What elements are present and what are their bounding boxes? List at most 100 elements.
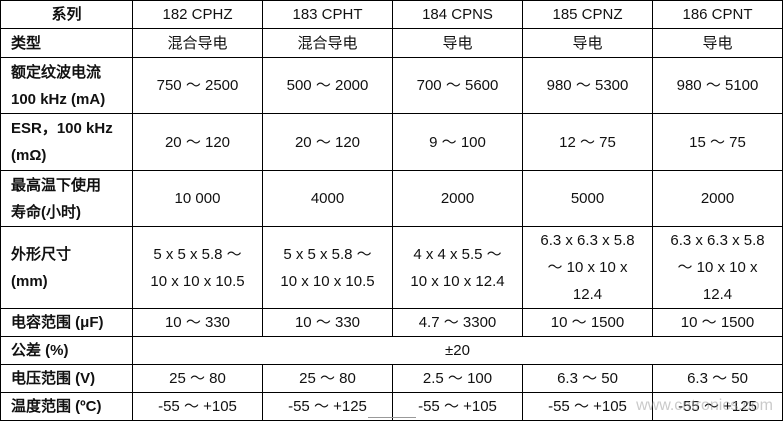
table-cell: 10 ～ 1500	[652, 308, 783, 337]
cell-text: -55 ～ +105	[418, 398, 497, 415]
table-cell: 混合导电	[132, 28, 263, 58]
cell-text: -55 ～ +105	[158, 398, 237, 415]
row-label: 类型	[0, 28, 133, 58]
cell-text: 10 ～ 330	[294, 314, 361, 331]
table-cell: 2.5 ～ 100	[392, 364, 523, 393]
cell-text: 5 x 5 x 5.8 ～	[283, 245, 372, 263]
cell-text: 类型	[11, 34, 42, 52]
cell-text: 6.3 ～ 50	[687, 370, 748, 387]
table-cell: 10 ～ 330	[262, 308, 393, 337]
cell-text: 20 ～ 120	[294, 133, 361, 151]
cell-text: 导电	[572, 34, 603, 52]
cell-text: 184 CPNS	[422, 6, 493, 23]
table-cell: 25 ～ 80	[132, 364, 263, 393]
cell-text: 15 ～ 75	[689, 133, 746, 151]
table-row: 温度范围 (ºC) -55 ～ +105 -55 ～ +125 -55 ～ +105 -…	[0, 392, 783, 421]
table-cell: -55 ～ +105	[522, 392, 653, 421]
header-cell: 系列	[0, 0, 133, 29]
table-cell: 980 ～ 5300	[522, 57, 653, 114]
cell-text: 导电	[442, 34, 473, 52]
header-row: 系列 182 CPHZ 183 CPHT 184 CPNS 185 CPNZ 186 CP…	[0, 0, 783, 29]
table-cell: 25 ～ 80	[262, 364, 393, 393]
header-cell: 186 CPNT	[652, 0, 783, 29]
table-cell: 4000	[262, 170, 393, 227]
cell-text: 电压范围 (V)	[11, 370, 96, 387]
header-cell: 183 CPHT	[262, 0, 393, 29]
table-cell: 10 000	[132, 170, 263, 227]
row-label: 电容范围 (μF)	[0, 308, 133, 337]
rule	[368, 417, 416, 418]
cell-text: 25 ～ 80	[169, 370, 226, 387]
table-cell: 导电	[522, 28, 653, 58]
table-row: 最高温下使用 寿命(小时) 10 000 4000 2000 5000 2000	[0, 170, 783, 227]
cell-text: 混合导电	[167, 34, 228, 52]
row-label: 公差 (%)	[0, 336, 133, 365]
cell-text: 185 CPNZ	[552, 6, 623, 23]
table-row: 额定纹波电流 100 kHz (mA) 750 ～ 2500 500 ～ 2000 70…	[0, 57, 783, 114]
cell-text: ～ 10 x 10 x	[547, 259, 628, 276]
table-cell: -55 ～ +105	[392, 392, 523, 421]
cell-text: 25 ～ 80	[299, 370, 356, 387]
table-cell: 6.3 x 6.3 x 5.8 ～ 10 x 10 x 12.4	[652, 226, 783, 309]
cell-text: 10 ～ 1500	[550, 314, 625, 331]
table-row: 电容范围 (μF) 10 ～ 330 10 ～ 330 4.7 ～ 3300 10 ～ …	[0, 308, 783, 337]
cell-text: 12.4	[572, 286, 603, 303]
cell-text: 5000	[570, 190, 605, 207]
cell-text: 6.3 ～ 50	[557, 370, 618, 387]
table-cell: 750 ～ 2500	[132, 57, 263, 114]
table-cell: 12 ～ 75	[522, 113, 653, 171]
row-label: 最高温下使用 寿命(小时)	[0, 170, 133, 227]
table-cell: 20 ～ 120	[262, 113, 393, 171]
row-label: 电压范围 (V)	[0, 364, 133, 393]
cell-text: 100 kHz (mA)	[11, 90, 106, 108]
cell-text: 额定纹波电流	[11, 63, 102, 81]
cell-text: ～ 10 x 10 x	[677, 259, 758, 276]
cell-text: 6.3 x 6.3 x 5.8	[540, 232, 635, 249]
table-cell: 15 ～ 75	[652, 113, 783, 171]
table-row: 电压范围 (V) 25 ～ 80 25 ～ 80 2.5 ～ 100 6.3 ～ 50 6…	[0, 364, 783, 393]
cell-text: 186 CPNT	[682, 6, 753, 23]
cell-text: 12 ～ 75	[559, 133, 616, 151]
cell-text: 2000	[700, 190, 735, 207]
cell-text: 4000	[310, 190, 345, 207]
cell-text: 980 ～ 5100	[676, 77, 759, 94]
table-row: ESR，100 kHz (mΩ) 20 ～ 120 20 ～ 120 9 ～ 100 12…	[0, 113, 783, 171]
cell-text: 寿命(小时)	[11, 203, 81, 221]
row-label: 温度范围 (ºC)	[0, 392, 133, 421]
cell-text: 电容范围 (μF)	[11, 314, 104, 331]
table-cell: 5000	[522, 170, 653, 227]
cell-text: 10 000	[174, 190, 221, 207]
table-cell: -55 ～ +125	[652, 392, 783, 421]
cell-text: ESR，100 kHz	[11, 120, 113, 137]
table-cell: 2000	[392, 170, 523, 227]
cell-text: 4.7 ～ 3300	[418, 314, 497, 331]
table-cell: 20 ～ 120	[132, 113, 263, 171]
cell-text: (mΩ)	[11, 147, 47, 164]
table-cell: 2000	[652, 170, 783, 227]
cell-text: 导电	[702, 34, 733, 52]
table-cell: 980 ～ 5100	[652, 57, 783, 114]
cell-text: 10 x 10 x 12.4	[410, 272, 505, 290]
table-cell: 5 x 5 x 5.8 ～ 10 x 10 x 10.5	[132, 226, 263, 309]
header-cell: 182 CPHZ	[132, 0, 263, 29]
table-cell: 导电	[392, 28, 523, 58]
cell-text: -55 ～ +125	[288, 398, 367, 415]
cell-text: 10 x 10 x 10.5	[280, 272, 375, 290]
cell-text: 10 ～ 1500	[680, 314, 755, 331]
table-cell: 4 x 4 x 5.5 ～ 10 x 10 x 12.4	[392, 226, 523, 309]
table-cell: 700 ～ 5600	[392, 57, 523, 114]
header-cell: 185 CPNZ	[522, 0, 653, 29]
table-cell: 6.3 ～ 50	[652, 364, 783, 393]
table-cell: 5 x 5 x 5.8 ～ 10 x 10 x 10.5	[262, 226, 393, 309]
cell-text: 系列	[51, 6, 82, 23]
row-label: ESR，100 kHz (mΩ)	[0, 113, 133, 171]
table-cell: ±20	[132, 336, 783, 365]
cell-text: 10 x 10 x 10.5	[150, 272, 245, 290]
row-label: 外形尺寸 (mm)	[0, 226, 133, 309]
cell-text: 5 x 5 x 5.8 ～	[153, 245, 242, 263]
cell-text: 2000	[440, 190, 475, 207]
cell-text: -55 ～ +125	[678, 398, 757, 415]
table-cell: 6.3 x 6.3 x 5.8 ～ 10 x 10 x 12.4	[522, 226, 653, 309]
